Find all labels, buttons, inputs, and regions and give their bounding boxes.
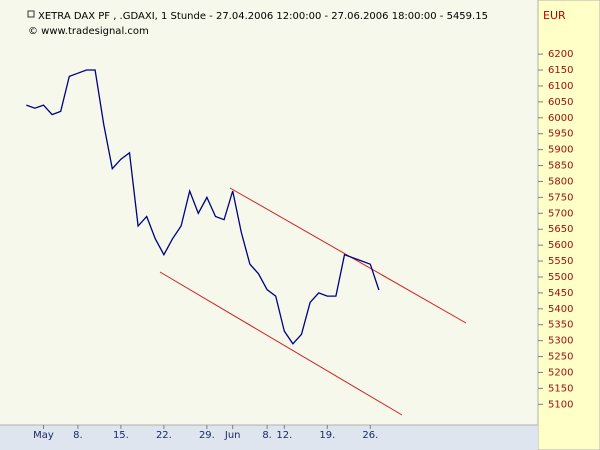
y-tick-label: 5150 bbox=[548, 383, 573, 394]
y-tick-label: 5700 bbox=[548, 208, 573, 219]
x-tick-label: 26. bbox=[362, 430, 378, 441]
x-tick-label: 8. bbox=[262, 430, 272, 441]
x-tick-label: May bbox=[33, 430, 54, 441]
x-tick-label: 29. bbox=[199, 430, 215, 441]
price-line bbox=[26, 69, 380, 345]
x-axis-panel bbox=[0, 425, 538, 450]
x-tick-label: 22. bbox=[156, 430, 172, 441]
y-tick-label: 5200 bbox=[548, 367, 573, 378]
y-tick-label: 5900 bbox=[548, 145, 573, 156]
y-tick-label: 6150 bbox=[548, 65, 573, 76]
y-tick-label: 5850 bbox=[548, 161, 573, 172]
y-tick-label: 5300 bbox=[548, 336, 573, 347]
y-tick-label: 5550 bbox=[548, 256, 573, 267]
y-tick-label: 5250 bbox=[548, 352, 573, 363]
y-tick-label: 5450 bbox=[548, 288, 573, 299]
y-tick-label: 5100 bbox=[548, 399, 573, 410]
y-tick-label: 5500 bbox=[548, 272, 573, 283]
x-tick-label: 12. bbox=[276, 430, 292, 441]
y-tick-label: 5800 bbox=[548, 176, 573, 187]
channel-lower bbox=[159, 271, 403, 416]
y-tick-label: 5750 bbox=[548, 192, 573, 203]
currency-label: EUR bbox=[543, 9, 566, 22]
chart-title: XETRA DAX PF , .GDAXI, 1 Stunde - 27.04.… bbox=[38, 11, 488, 22]
y-tick-label: 6050 bbox=[548, 97, 573, 108]
plot-background bbox=[0, 0, 538, 425]
y-tick-label: 6000 bbox=[548, 113, 573, 124]
y-tick-label: 5400 bbox=[548, 304, 573, 315]
x-tick-label: 15. bbox=[113, 430, 129, 441]
title-icon bbox=[27, 10, 35, 18]
axis-panel bbox=[537, 0, 600, 450]
y-tick-label: 5650 bbox=[548, 224, 573, 235]
y-tick-label: 6100 bbox=[548, 81, 573, 92]
chart-subtitle: © www.tradesignal.com bbox=[28, 26, 149, 37]
x-tick-label: 8. bbox=[73, 430, 83, 441]
y-tick-label: 6200 bbox=[548, 49, 573, 60]
x-tick-label: 19. bbox=[319, 430, 335, 441]
y-tick-label: 5950 bbox=[548, 129, 573, 140]
y-tick-label: 5350 bbox=[548, 320, 573, 331]
y-tick-label: 5600 bbox=[548, 240, 573, 251]
x-tick-label: Jun bbox=[224, 430, 241, 441]
